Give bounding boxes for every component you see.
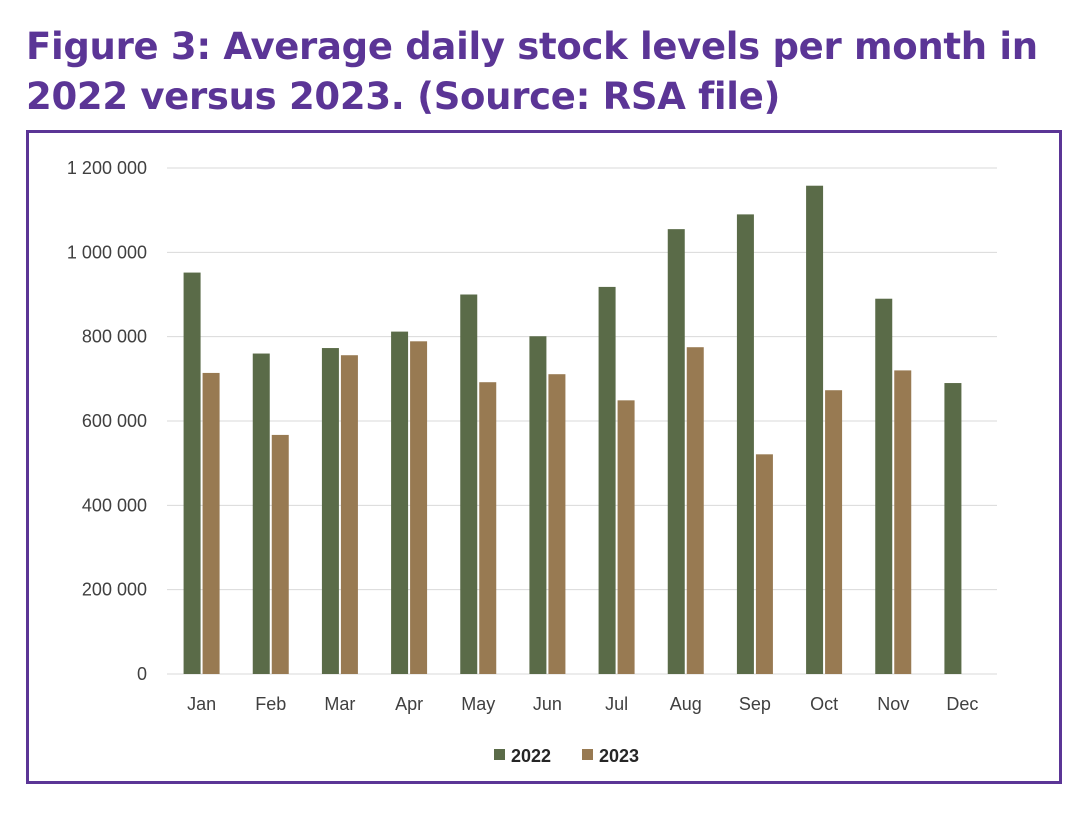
- y-tick-label: 200 000: [82, 580, 147, 600]
- x-tick-label: Jul: [605, 694, 628, 714]
- bar-2022-oct: [806, 185, 824, 674]
- bars: [183, 185, 962, 674]
- bar-2023-apr: [410, 341, 428, 674]
- legend-swatch-2023: [582, 749, 593, 760]
- legend-swatch-2022: [494, 749, 505, 760]
- y-tick-label: 1 200 000: [67, 158, 147, 178]
- y-tick-label: 800 000: [82, 327, 147, 347]
- figure-title: Figure 3: Average daily stock levels per…: [26, 25, 1038, 118]
- legend: 2022 2023: [494, 746, 639, 766]
- bar-2023-nov: [894, 370, 912, 674]
- x-tick-label: Jun: [533, 694, 562, 714]
- y-tick-label: 600 000: [82, 411, 147, 431]
- bar-2022-mar: [321, 348, 339, 674]
- bar-2022-jul: [598, 286, 616, 674]
- bar-2023-may: [479, 382, 497, 674]
- x-tick-label: Feb: [255, 694, 286, 714]
- x-axis-ticks: Jan Feb Mar Apr May Jun Jul Aug Sep Oct Nov Dec: [187, 694, 978, 714]
- bar-2023-aug: [686, 347, 704, 674]
- y-tick-label: 1 000 000: [67, 242, 147, 262]
- bar-2023-mar: [340, 355, 358, 674]
- bar-2022-feb: [252, 353, 270, 674]
- x-tick-label: Oct: [810, 694, 838, 714]
- legend-label-2022: 2022: [511, 746, 551, 766]
- chart-frame: [26, 130, 1062, 784]
- x-tick-label: Nov: [877, 694, 909, 714]
- bar-2022-aug: [667, 229, 685, 674]
- y-tick-label: 0: [137, 664, 147, 684]
- bar-2023-feb: [271, 434, 289, 674]
- x-tick-label: Dec: [946, 694, 978, 714]
- bar-2022-nov: [875, 298, 893, 674]
- bar-2022-sep: [736, 214, 754, 674]
- y-axis-ticks: 0 200 000 400 000 600 000 800 000 1 000 000 1 …: [67, 158, 147, 684]
- gridlines: [167, 167, 997, 675]
- legend-label-2023: 2023: [599, 746, 639, 766]
- bar-2023-oct: [825, 390, 843, 674]
- bar-2022-dec: [944, 383, 962, 674]
- bar-2023-jan: [202, 372, 220, 674]
- bar-2023-jul: [617, 400, 635, 674]
- x-tick-label: May: [461, 694, 495, 714]
- x-tick-label: Aug: [670, 694, 702, 714]
- bar-2023-sep: [755, 454, 773, 674]
- x-tick-label: Jan: [187, 694, 216, 714]
- bar-2022-jun: [529, 336, 547, 674]
- x-tick-label: Mar: [324, 694, 355, 714]
- x-tick-label: Sep: [739, 694, 771, 714]
- bar-2023-jun: [548, 374, 566, 674]
- bar-2022-may: [460, 294, 478, 674]
- x-tick-label: Apr: [395, 694, 423, 714]
- bar-2022-jan: [183, 272, 201, 674]
- bar-2022-apr: [391, 331, 409, 674]
- y-tick-label: 400 000: [82, 495, 147, 515]
